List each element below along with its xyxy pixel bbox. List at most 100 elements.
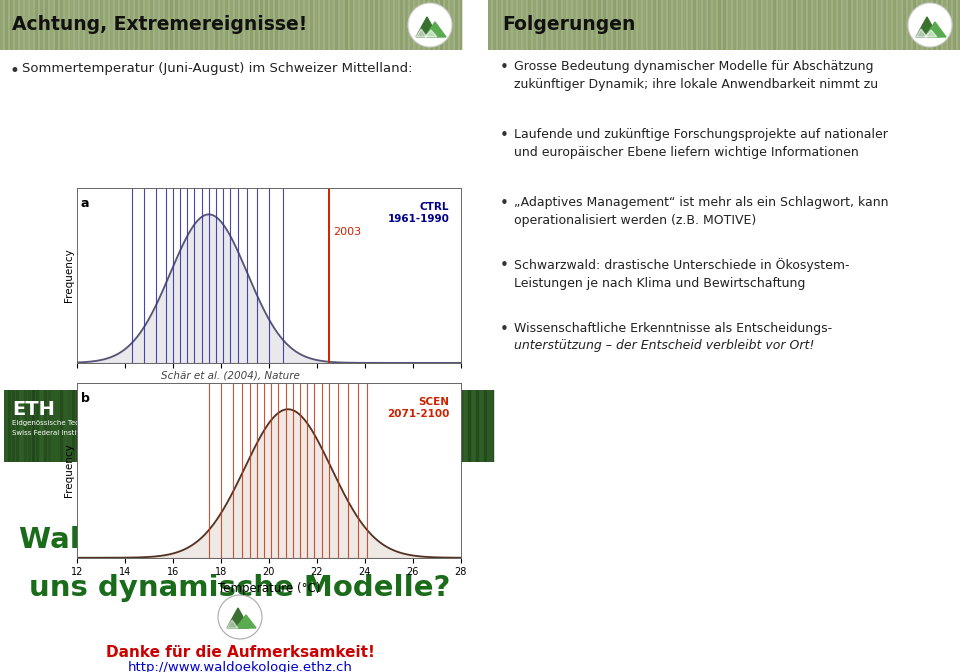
FancyBboxPatch shape bbox=[265, 0, 268, 50]
FancyBboxPatch shape bbox=[52, 390, 55, 462]
Text: Sommertemperatur (Juni-August) im Schweizer Mittelland:: Sommertemperatur (Juni-August) im Schwei… bbox=[22, 62, 413, 75]
FancyBboxPatch shape bbox=[432, 390, 435, 462]
FancyBboxPatch shape bbox=[883, 0, 886, 50]
Text: •: • bbox=[10, 62, 20, 80]
FancyBboxPatch shape bbox=[408, 390, 411, 462]
FancyBboxPatch shape bbox=[252, 390, 255, 462]
FancyBboxPatch shape bbox=[380, 390, 383, 462]
FancyBboxPatch shape bbox=[335, 0, 338, 50]
FancyBboxPatch shape bbox=[783, 0, 786, 50]
FancyBboxPatch shape bbox=[104, 390, 107, 462]
FancyBboxPatch shape bbox=[903, 0, 906, 50]
FancyBboxPatch shape bbox=[10, 0, 13, 50]
FancyBboxPatch shape bbox=[493, 0, 496, 50]
FancyBboxPatch shape bbox=[356, 390, 359, 462]
FancyBboxPatch shape bbox=[768, 0, 771, 50]
FancyBboxPatch shape bbox=[436, 390, 439, 462]
FancyBboxPatch shape bbox=[140, 390, 143, 462]
Text: SCEN
2071-2100: SCEN 2071-2100 bbox=[387, 397, 449, 419]
FancyBboxPatch shape bbox=[272, 390, 275, 462]
FancyBboxPatch shape bbox=[598, 0, 601, 50]
FancyBboxPatch shape bbox=[90, 0, 93, 50]
FancyBboxPatch shape bbox=[568, 0, 571, 50]
FancyBboxPatch shape bbox=[95, 0, 98, 50]
FancyBboxPatch shape bbox=[355, 0, 358, 50]
FancyBboxPatch shape bbox=[778, 0, 781, 50]
FancyBboxPatch shape bbox=[452, 390, 455, 462]
FancyBboxPatch shape bbox=[833, 0, 836, 50]
FancyBboxPatch shape bbox=[276, 390, 279, 462]
FancyBboxPatch shape bbox=[0, 0, 462, 50]
FancyBboxPatch shape bbox=[140, 0, 143, 50]
FancyBboxPatch shape bbox=[384, 390, 387, 462]
FancyBboxPatch shape bbox=[120, 0, 123, 50]
FancyBboxPatch shape bbox=[803, 0, 806, 50]
FancyBboxPatch shape bbox=[693, 0, 696, 50]
FancyBboxPatch shape bbox=[718, 0, 721, 50]
FancyBboxPatch shape bbox=[788, 0, 791, 50]
FancyBboxPatch shape bbox=[40, 0, 43, 50]
FancyBboxPatch shape bbox=[30, 0, 33, 50]
FancyBboxPatch shape bbox=[588, 0, 591, 50]
FancyBboxPatch shape bbox=[376, 390, 379, 462]
X-axis label: Temperature (°C): Temperature (°C) bbox=[218, 582, 320, 595]
FancyBboxPatch shape bbox=[528, 0, 531, 50]
FancyBboxPatch shape bbox=[456, 390, 459, 462]
FancyBboxPatch shape bbox=[455, 0, 458, 50]
FancyBboxPatch shape bbox=[918, 0, 921, 50]
FancyBboxPatch shape bbox=[250, 0, 253, 50]
FancyBboxPatch shape bbox=[280, 0, 283, 50]
FancyBboxPatch shape bbox=[878, 0, 881, 50]
Polygon shape bbox=[236, 615, 256, 628]
FancyBboxPatch shape bbox=[390, 0, 393, 50]
FancyBboxPatch shape bbox=[232, 390, 235, 462]
FancyBboxPatch shape bbox=[220, 0, 223, 50]
FancyBboxPatch shape bbox=[128, 390, 131, 462]
FancyBboxPatch shape bbox=[728, 0, 731, 50]
FancyBboxPatch shape bbox=[4, 390, 7, 462]
FancyBboxPatch shape bbox=[733, 0, 736, 50]
FancyBboxPatch shape bbox=[60, 0, 63, 50]
FancyBboxPatch shape bbox=[304, 390, 307, 462]
FancyBboxPatch shape bbox=[578, 0, 581, 50]
FancyBboxPatch shape bbox=[548, 0, 551, 50]
FancyBboxPatch shape bbox=[563, 0, 566, 50]
FancyBboxPatch shape bbox=[84, 390, 87, 462]
FancyBboxPatch shape bbox=[144, 390, 147, 462]
FancyBboxPatch shape bbox=[748, 0, 751, 50]
FancyBboxPatch shape bbox=[105, 0, 108, 50]
FancyBboxPatch shape bbox=[608, 0, 611, 50]
FancyBboxPatch shape bbox=[488, 0, 491, 50]
FancyBboxPatch shape bbox=[264, 390, 267, 462]
FancyBboxPatch shape bbox=[248, 390, 251, 462]
FancyBboxPatch shape bbox=[340, 390, 343, 462]
FancyBboxPatch shape bbox=[396, 390, 399, 462]
FancyBboxPatch shape bbox=[288, 390, 291, 462]
FancyBboxPatch shape bbox=[315, 0, 318, 50]
Y-axis label: Frequency: Frequency bbox=[64, 249, 74, 302]
FancyBboxPatch shape bbox=[480, 390, 483, 462]
FancyBboxPatch shape bbox=[375, 0, 378, 50]
FancyBboxPatch shape bbox=[110, 0, 113, 50]
FancyBboxPatch shape bbox=[200, 0, 203, 50]
Text: 2003: 2003 bbox=[334, 226, 362, 237]
Text: „Adaptives Management“ ist mehr als ein Schlagwort, kann
operationalisiert werde: „Adaptives Management“ ist mehr als ein … bbox=[514, 196, 889, 227]
FancyBboxPatch shape bbox=[5, 0, 8, 50]
FancyBboxPatch shape bbox=[943, 0, 946, 50]
FancyBboxPatch shape bbox=[180, 0, 183, 50]
FancyBboxPatch shape bbox=[115, 0, 118, 50]
Polygon shape bbox=[916, 17, 938, 37]
FancyBboxPatch shape bbox=[56, 390, 59, 462]
Text: •: • bbox=[500, 258, 509, 273]
FancyBboxPatch shape bbox=[673, 0, 676, 50]
FancyBboxPatch shape bbox=[68, 390, 71, 462]
FancyBboxPatch shape bbox=[184, 390, 187, 462]
FancyBboxPatch shape bbox=[913, 0, 916, 50]
FancyBboxPatch shape bbox=[858, 0, 861, 50]
FancyBboxPatch shape bbox=[80, 390, 83, 462]
FancyBboxPatch shape bbox=[484, 390, 487, 462]
FancyBboxPatch shape bbox=[212, 390, 215, 462]
FancyBboxPatch shape bbox=[75, 0, 78, 50]
FancyBboxPatch shape bbox=[958, 0, 960, 50]
FancyBboxPatch shape bbox=[593, 0, 596, 50]
